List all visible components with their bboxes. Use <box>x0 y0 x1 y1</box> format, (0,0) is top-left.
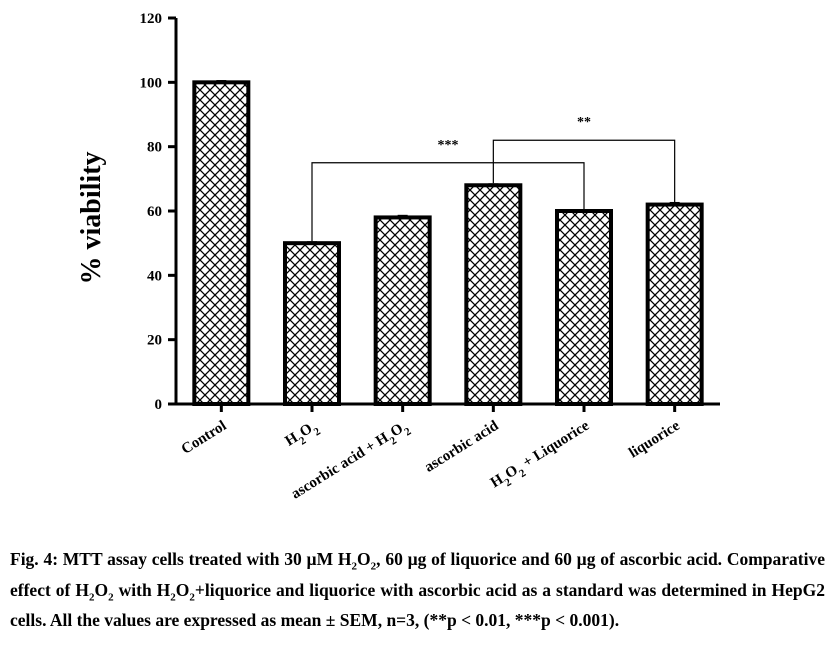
significance-bracket <box>311 162 585 242</box>
significance-bracket <box>492 139 676 203</box>
bar <box>555 209 613 406</box>
y-tick-label: 60 <box>147 204 162 220</box>
error-bars-group <box>216 80 680 244</box>
y-tick-label: 120 <box>140 11 163 27</box>
significance-label: *** <box>438 138 459 153</box>
y-tick-label: 20 <box>147 333 162 349</box>
bars-group <box>192 80 704 406</box>
category-label: H2O2 <box>283 418 324 454</box>
bar <box>464 183 523 406</box>
y-axis: 0 20 40 60 80 100 120 <box>140 11 178 413</box>
category-label: ascorbic acid <box>422 417 502 475</box>
bar <box>192 80 251 406</box>
y-axis-label: % viability <box>76 151 107 284</box>
significance-group: ***** <box>311 115 676 242</box>
y-tick-label: 80 <box>147 140 162 156</box>
figure-caption: Fig. 4: MTT assay cells treated with 30 … <box>10 549 825 630</box>
bar <box>373 215 432 406</box>
category-label: Control <box>179 418 230 458</box>
x-axis <box>176 402 720 412</box>
category-label: liquorice <box>626 418 683 462</box>
y-tick-label: 40 <box>147 268 162 284</box>
y-tick-label: 100 <box>140 75 163 91</box>
bar <box>283 241 341 406</box>
category-label: H2O2 + Liquorice <box>488 418 595 496</box>
y-tick-label: 0 <box>155 397 163 413</box>
bar <box>645 202 704 406</box>
significance-label: ** <box>577 115 591 130</box>
